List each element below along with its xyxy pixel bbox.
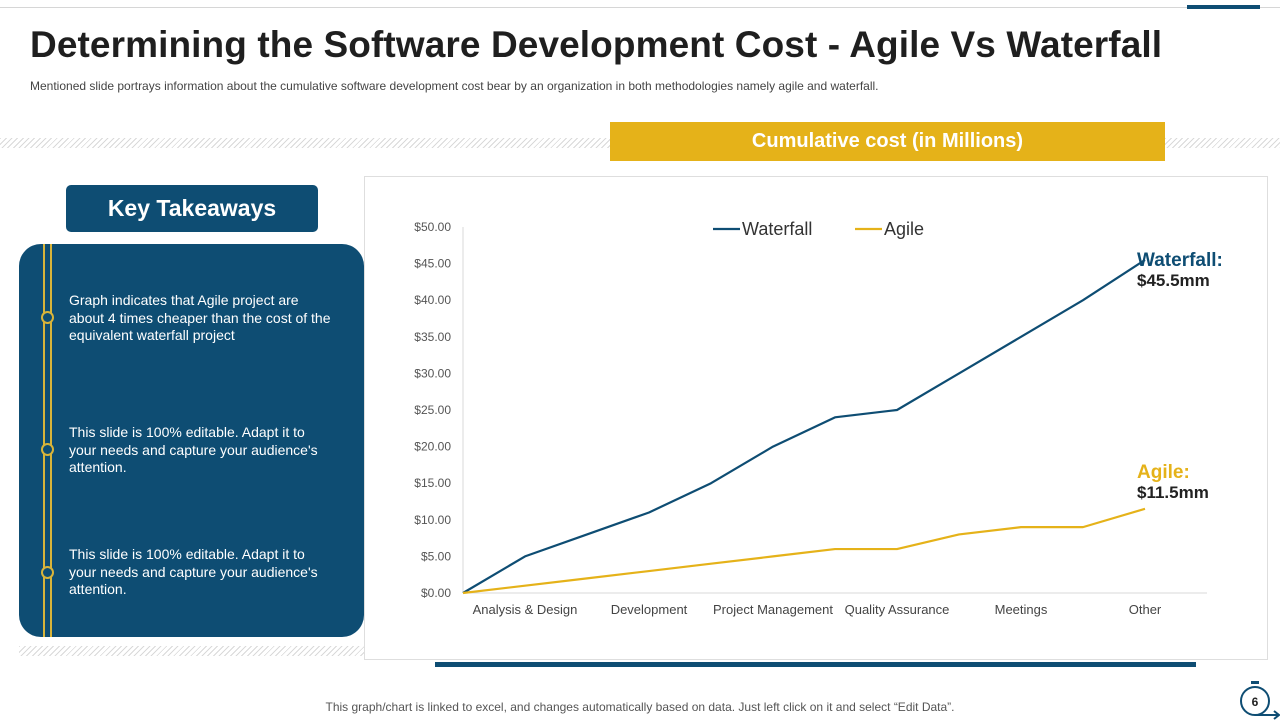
top-rule [0,7,1280,8]
series-line-waterfall [462,259,1146,594]
x-tick-label: Development [611,602,688,617]
agile-callout-label: Agile: [1137,462,1190,483]
waterfall-callout-label: Waterfall: [1137,250,1223,271]
y-tick-label: $30.00 [414,366,451,380]
y-tick-label: $40.00 [414,293,451,307]
y-tick-label: $25.00 [414,403,451,417]
y-tick-label: $45.00 [414,257,451,271]
hatch-band-bottom [19,646,364,656]
series-line-agile [462,507,1146,595]
footer-note: This graph/chart is linked to excel, and… [325,700,955,714]
timeline-line-right [50,244,52,637]
y-tick-label: $10.00 [414,513,451,527]
slide-subtitle: Mentioned slide portrays information abo… [30,79,879,93]
bottom-accent-bar [435,662,1196,667]
y-tick-label: $50.00 [414,220,451,234]
y-tick-label: $35.00 [414,330,451,344]
x-tick-label: Analysis & Design [473,602,578,617]
chart-legend: Waterfall Agile [713,219,924,239]
x-tick-label: Meetings [995,602,1048,617]
line-chart[interactable]: $0.00 $5.00 $10.00 $15.00 $20.00 $25.00 $30.00… [365,177,1267,659]
timeline-line-left [43,244,45,637]
legend-label-agile: Agile [884,219,924,239]
x-tick-label: Quality Assurance [845,602,950,617]
stopwatch-icon: 6 [1240,681,1280,720]
y-tick-label: $0.00 [421,586,451,600]
series-layer [462,259,1146,595]
x-tick-label: Other [1129,602,1162,617]
waterfall-callout-value: $45.5mm [1137,271,1210,290]
chart-container[interactable]: $0.00 $5.00 $10.00 $15.00 $20.00 $25.00 $30.00… [364,176,1268,660]
top-accent-bar [1187,5,1260,9]
x-tick-label: Project Management [713,602,833,617]
hatch-band-right [1165,138,1280,148]
key-takeaways-header: Key Takeaways [66,185,318,232]
y-tick-label: $15.00 [414,476,451,490]
timeline-dot-3 [41,566,54,579]
key-takeaways-panel: Graph indicates that Agile project are a… [19,244,364,637]
takeaway-text-2: This slide is 100% editable. Adapt it to… [69,424,318,475]
x-axis: Analysis & Design Development Project Mana… [463,592,1207,617]
takeaway-text-3: This slide is 100% editable. Adapt it to… [69,546,318,597]
page-number: 6 [1252,695,1259,709]
y-axis: $0.00 $5.00 $10.00 $15.00 $20.00 $25.00 $30.00… [414,220,464,600]
slide-title: Determining the Software Development Cos… [30,24,1163,65]
legend-label-waterfall: Waterfall [742,219,812,239]
chart-banner: Cumulative cost (in Millions) [610,122,1165,161]
takeaway-text-1: Graph indicates that Agile project are a… [69,292,331,343]
hatch-band-left [0,138,610,148]
agile-callout-value: $11.5mm [1137,483,1209,502]
y-tick-label: $5.00 [421,549,451,563]
timeline-dot-1 [41,311,54,324]
timeline-dot-2 [41,443,54,456]
y-tick-label: $20.00 [414,440,451,454]
